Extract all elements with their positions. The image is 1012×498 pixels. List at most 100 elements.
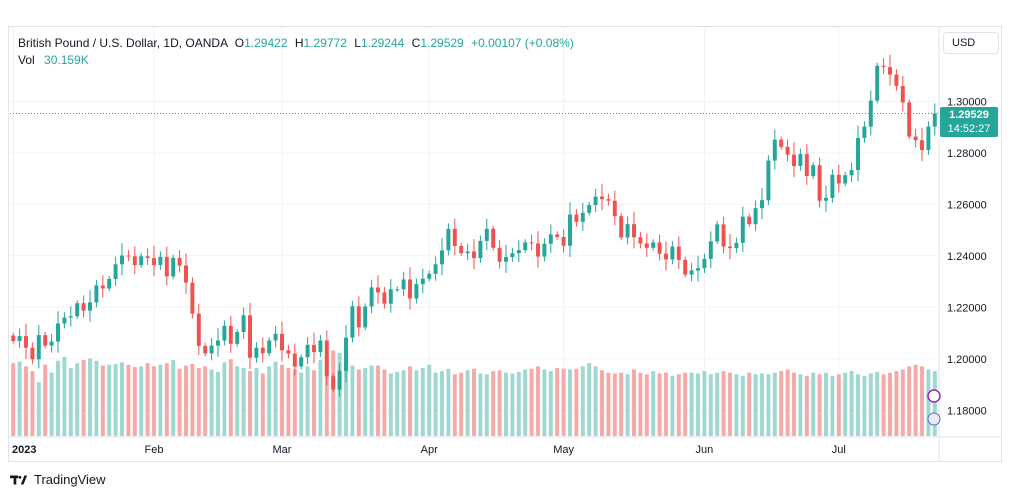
- brand-link[interactable]: TradingView: [10, 472, 106, 487]
- candle-body: [574, 214, 579, 222]
- volume-bar: [299, 372, 304, 436]
- candle-body: [785, 146, 790, 155]
- candle-body: [625, 224, 630, 238]
- candle-body: [696, 268, 700, 271]
- candle-body: [740, 216, 745, 243]
- volume-bar: [126, 364, 131, 436]
- close-label: C: [411, 36, 421, 50]
- candle-body: [440, 250, 444, 265]
- volume-bar: [625, 374, 630, 436]
- volume-bar: [644, 374, 649, 436]
- volume-bar: [241, 367, 246, 436]
- volume-bar: [235, 366, 240, 436]
- event-icons[interactable]: [927, 389, 941, 426]
- candle-body: [824, 197, 828, 201]
- candle-body: [587, 205, 592, 213]
- candle-body: [120, 255, 124, 265]
- candle-body: [248, 315, 252, 358]
- open-value: 1.29422: [244, 36, 288, 50]
- candle-body: [676, 246, 681, 260]
- candle-body: [139, 256, 144, 266]
- candle-body: [382, 292, 387, 304]
- candle-body: [344, 337, 348, 371]
- volume-bar: [702, 371, 707, 436]
- time-tick-label: Mar: [273, 444, 292, 456]
- candle-body: [171, 257, 176, 277]
- volume-bar: [849, 371, 854, 436]
- candle-body: [798, 154, 803, 166]
- candle-body: [433, 264, 438, 274]
- candle-body: [337, 370, 342, 390]
- volume-bar: [177, 368, 182, 436]
- candle-body: [747, 216, 752, 225]
- high-value: 1.29772: [303, 36, 347, 50]
- volume-bar: [171, 360, 176, 436]
- volume-bar: [568, 369, 572, 436]
- candle-body: [305, 344, 310, 358]
- candle-body: [580, 212, 585, 222]
- candle-body: [593, 196, 598, 206]
- candle-body: [56, 323, 60, 342]
- symbol-title[interactable]: British Pound / U.S. Dollar, 1D, OANDA: [18, 36, 228, 50]
- volume-bar: [612, 373, 617, 436]
- volume-bar: [414, 370, 419, 436]
- candle-body: [286, 350, 291, 354]
- volume-bar: [862, 375, 867, 436]
- candle-body: [216, 340, 220, 346]
- volume-bar: [574, 368, 579, 436]
- candle-body: [36, 335, 41, 360]
- candle-body: [222, 325, 227, 341]
- candle-body: [888, 67, 892, 75]
- candle-body: [881, 65, 886, 68]
- volume-bar: [68, 367, 73, 436]
- volume-bar: [913, 364, 918, 436]
- candle-body: [280, 333, 284, 351]
- volume-bar: [164, 363, 169, 436]
- candle-body: [792, 154, 796, 166]
- time-tick-label: Feb: [145, 444, 164, 456]
- candle-body: [452, 228, 457, 247]
- volume-bar: [920, 366, 924, 436]
- candle-body: [830, 174, 835, 198]
- candle-body: [932, 113, 937, 127]
- candle-body: [113, 264, 118, 279]
- candle-body: [529, 242, 534, 244]
- price-tick-label: 1.22000: [947, 302, 987, 314]
- candle-body: [728, 246, 732, 249]
- candle-body: [632, 224, 636, 238]
- volume-bar: [433, 372, 438, 436]
- volume-bar: [555, 367, 560, 436]
- candle-body: [670, 246, 675, 260]
- candle-body: [657, 242, 662, 254]
- volume-bar: [331, 350, 336, 436]
- candle-body: [158, 256, 163, 266]
- candle-body: [753, 208, 758, 225]
- currency-button[interactable]: USD: [943, 32, 999, 54]
- volume-bar: [459, 372, 464, 436]
- volume-bars: [11, 350, 937, 436]
- volume-bar: [36, 382, 41, 436]
- volume-bar: [318, 360, 323, 436]
- price-tick-label: 1.18000: [947, 405, 987, 417]
- volume-bar: [696, 373, 700, 436]
- volume-bar: [260, 373, 265, 436]
- candle-body: [510, 253, 515, 258]
- candle-body: [523, 242, 528, 251]
- volume-bar: [792, 372, 796, 436]
- volume-bar: [24, 366, 28, 436]
- price-tick-label: 1.24000: [947, 251, 987, 263]
- candle-body: [68, 316, 73, 318]
- volume-label[interactable]: Vol: [18, 53, 35, 67]
- candle-body: [318, 340, 323, 353]
- volume-bar: [286, 367, 291, 436]
- volume-bar: [228, 359, 233, 436]
- candles: [11, 54, 937, 397]
- candle-body: [491, 228, 496, 248]
- candle-body: [568, 214, 572, 246]
- volume-bar: [747, 372, 752, 436]
- volume-bar: [420, 367, 425, 436]
- volume-bar: [657, 373, 662, 436]
- tradingview-logo-icon: [10, 475, 28, 484]
- candle-body: [542, 243, 547, 257]
